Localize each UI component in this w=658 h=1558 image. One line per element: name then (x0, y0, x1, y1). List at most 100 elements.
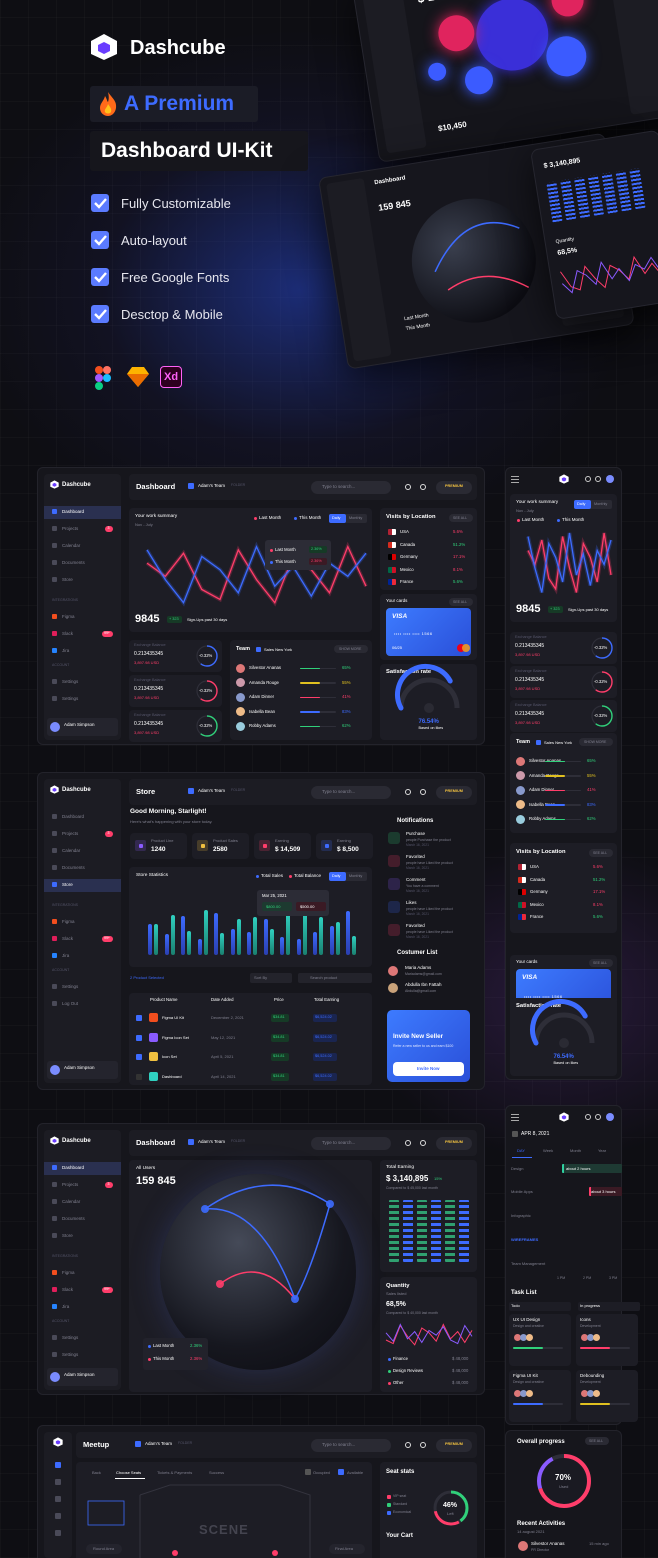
calendar-row: WIREFRAMES (511, 1237, 539, 1242)
country: Mexico (400, 566, 414, 572)
checkbox (91, 231, 109, 249)
bar (230, 929, 235, 955)
note: Sign-Ups past 30 days (568, 607, 609, 612)
progress (545, 818, 565, 820)
legend-dot (516, 518, 520, 522)
tabs (329, 872, 367, 881)
shape (94, 235, 107, 246)
nav-icon (52, 1001, 57, 1006)
quantity-note: Compared to $ 40,000 last month (386, 1311, 438, 1315)
search-placeholder: Type to search... (322, 1140, 356, 1145)
status: Available (347, 1470, 364, 1475)
time: 1 PM (557, 1276, 566, 1280)
active-item (44, 506, 121, 519)
search-placeholder: Search product (310, 975, 338, 980)
bell-icon (405, 789, 411, 795)
shape (196, 645, 218, 667)
member-pct: 41% (342, 694, 351, 699)
legend-dot (147, 1357, 151, 1361)
credit-card (386, 608, 471, 656)
change: -0.32% (594, 679, 608, 684)
premium-text: PREMIUM (445, 1140, 463, 1144)
page-title: Dashboard (136, 1138, 176, 1147)
bell-icon (585, 476, 591, 482)
shape (91, 268, 109, 286)
cell: $34.81 (273, 1073, 285, 1078)
legend-label: VIP seat (393, 1494, 407, 1498)
bar (329, 926, 334, 955)
shape (94, 272, 107, 283)
nav-icon (55, 1530, 61, 1536)
bubble (543, 33, 590, 80)
bar (319, 916, 323, 955)
bar (352, 935, 356, 955)
legend-swatch (305, 1469, 311, 1475)
legend-swatch (387, 1503, 391, 1507)
mock-text: This Month (405, 322, 431, 333)
task-title: Debounding (580, 1373, 605, 1378)
nav-icon (55, 1462, 61, 1468)
shape (447, 275, 530, 291)
legend-label: Total Balance (294, 873, 322, 878)
folder: FOLDER (231, 1139, 246, 1143)
avatar (388, 966, 398, 976)
legend-label: This Month (299, 515, 322, 520)
legend-dot (253, 516, 257, 520)
marker (201, 1205, 209, 1213)
country-pct: 8.1% (453, 566, 463, 572)
progress (545, 804, 565, 806)
nav-item: Settings (62, 1335, 79, 1340)
card-subtitle: Nov - July (516, 508, 534, 513)
cell: $6,524.02 (315, 1054, 332, 1058)
nav-icon (52, 577, 57, 582)
pill (309, 546, 327, 553)
shape (52, 1138, 57, 1143)
menu-icon (511, 1117, 519, 1119)
button (449, 598, 473, 606)
tooltip-label: This Month (275, 559, 296, 564)
legend-dot (293, 516, 297, 520)
task-title: UX UI Design (513, 1317, 541, 1322)
card (510, 733, 617, 833)
gauge-value: 76.54% (418, 719, 439, 726)
nav-icon (52, 848, 57, 853)
event (562, 1164, 622, 1173)
card-brand: VISA (522, 974, 538, 981)
customer-email: Mariadams@gmail.com (405, 972, 442, 976)
stat-value: 1240 (151, 846, 166, 853)
shape (561, 477, 566, 482)
active-tab (329, 514, 346, 523)
sidebar-brand: Dashcube (62, 787, 91, 793)
stat-icon (262, 843, 267, 848)
avatar (513, 1389, 521, 1397)
nav-item: Calendar (62, 1199, 81, 1204)
pill (271, 1072, 289, 1081)
card-title: Visits by Location (516, 849, 566, 855)
balance-usd: 3,897.98 USD (515, 720, 541, 725)
notification-date: March 16, 2021 (406, 935, 429, 939)
shape (537, 1454, 591, 1508)
card-title: Your work summary (135, 514, 178, 519)
balance: 0.213435345 (134, 686, 164, 692)
avatar (592, 1389, 600, 1397)
column-title: In progress (580, 1303, 601, 1308)
bubble (471, 0, 554, 76)
balance-usd: 3,897.98 USD (134, 695, 160, 700)
legend-dot (269, 548, 273, 552)
line (385, 1323, 473, 1345)
column-header: Date Added (211, 997, 234, 1002)
moon-icon (420, 484, 426, 490)
avatar (518, 1541, 528, 1551)
nav-icon (52, 865, 57, 870)
shape (561, 1115, 566, 1120)
search-box (311, 1137, 391, 1150)
task-sub: Design and creative (513, 1380, 544, 1384)
nav-icon (52, 614, 57, 619)
pill (313, 1072, 337, 1081)
nav-icon (55, 1479, 61, 1485)
notification-date: March 16, 2021 (406, 889, 429, 893)
avatar (235, 707, 245, 716)
selected: 2 Product Selected (130, 975, 164, 980)
country-pct: 51.2% (453, 541, 466, 547)
shape (91, 194, 109, 212)
